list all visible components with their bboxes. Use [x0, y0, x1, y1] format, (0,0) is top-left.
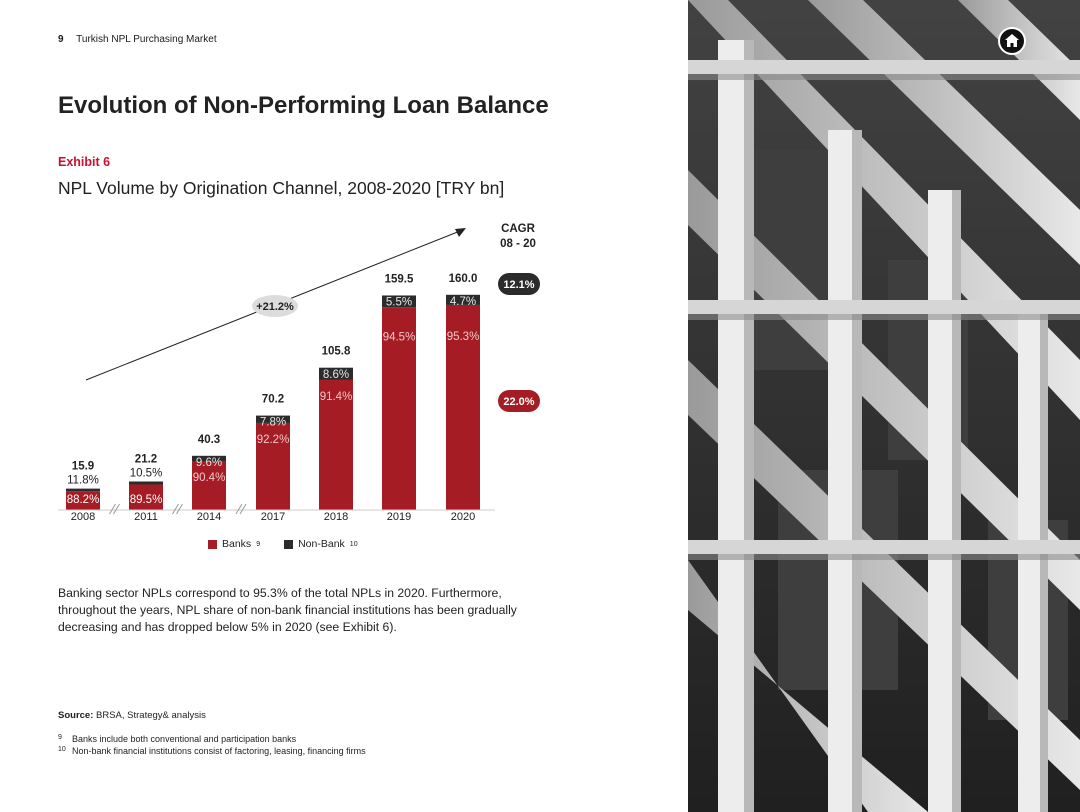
legend-footnote-banks: 9	[256, 540, 261, 548]
total-label-2018: 105.8	[322, 346, 351, 358]
npl-bar-chart: 88.2% 11.8% 15.9 2008 89.5% 10.5% 21.2 2011 90.4…	[58, 223, 540, 523]
data-label-banks-2018: 91.4%	[320, 391, 353, 403]
total-label-2011: 21.2	[135, 453, 157, 465]
footnote-number: 10	[58, 746, 66, 753]
data-label-banks-2017: 92.2%	[257, 434, 290, 446]
x-tick-2014: 2014	[197, 511, 221, 523]
cagr-badge-label: 12.1%	[503, 279, 534, 291]
data-label-banks-2020: 95.3%	[447, 331, 480, 343]
total-label-2017: 70.2	[262, 394, 284, 406]
bar-non-bank-2020	[446, 294, 480, 305]
bar-banks-2014	[192, 461, 226, 510]
bar-non-bank-2008	[66, 488, 100, 492]
bar-non-bank-2017	[256, 415, 290, 423]
bar-banks-2019	[382, 307, 416, 510]
bar-non-bank-2011	[129, 481, 163, 485]
body-paragraph: Banking sector NPLs correspond to 95.3% …	[58, 586, 517, 634]
bar-non-bank-2014	[192, 455, 226, 462]
cagr-header: 08 - 20	[500, 238, 536, 250]
data-label-non-bank-2020: 4.7%	[450, 296, 476, 308]
bar-non-bank-2018	[319, 367, 353, 380]
page-title: Evolution of Non-Performing Loan Balance	[58, 92, 549, 119]
data-label-banks-2008: 88.2%	[67, 494, 100, 506]
legend-label-banks: Banks	[222, 538, 252, 550]
x-tick-2019: 2019	[387, 511, 411, 523]
cagr-badge-label: 22.0%	[503, 396, 534, 408]
x-tick-2017: 2017	[261, 511, 285, 523]
data-label-banks-2019: 94.5%	[383, 331, 416, 343]
source-line: Source: BRSA, Strategy& analysis	[58, 710, 206, 721]
data-label-non-bank-2011: 10.5%	[130, 467, 163, 479]
axis-break-mark	[235, 503, 243, 515]
footnote-9: 9 Banks include both conventional and pa…	[58, 734, 296, 744]
data-label-non-bank-2018: 8.6%	[323, 369, 349, 381]
data-label-non-bank-2014: 9.6%	[196, 457, 222, 469]
data-label-non-bank-2019: 5.5%	[386, 296, 412, 308]
legend-item-banks: Banks 9	[208, 538, 260, 550]
data-label-non-bank-2017: 7.8%	[260, 417, 286, 429]
legend-label-non-bank: Non-Bank	[298, 538, 345, 550]
exhibit-label: Exhibit 6	[58, 155, 111, 169]
data-label-non-bank-2008: 11.8%	[67, 475, 99, 487]
axis-break-mark	[176, 503, 183, 515]
bar-banks-2011	[129, 484, 163, 510]
footnote-text: Banks include both conventional and part…	[72, 734, 297, 744]
footnote-10: 10 Non-bank financial institutions consi…	[58, 746, 366, 756]
trend-arrow-head	[455, 228, 466, 237]
bar-banks-2008	[66, 491, 100, 510]
architecture-photo	[688, 0, 1080, 812]
x-tick-2011: 2011	[134, 511, 158, 523]
building-lattice-image	[688, 0, 1080, 812]
cagr-badge	[498, 273, 540, 295]
home-button[interactable]	[998, 27, 1026, 55]
running-title: Turkish NPL Purchasing Market	[76, 34, 217, 45]
bar-banks-2017	[256, 422, 290, 510]
chart-legend: Banks 9 Non-Bank 10	[208, 538, 358, 550]
x-tick-2020: 2020	[451, 511, 475, 523]
x-tick-2018: 2018	[324, 511, 348, 523]
chart-title: NPL Volume by Origination Channel, 2008-…	[58, 178, 505, 198]
axis-break-mark	[113, 503, 120, 515]
footnote-text: Non-bank financial institutions consist …	[72, 746, 366, 756]
total-label-2019: 159.5	[385, 273, 414, 285]
axis-break-mark	[109, 503, 116, 515]
axis-break-mark	[239, 503, 247, 515]
trend-label-pill	[252, 295, 298, 317]
source-text: BRSA, Strategy& analysis	[93, 710, 206, 721]
bar-banks-2020	[446, 304, 480, 510]
total-label-2008: 15.9	[72, 461, 94, 473]
bar-non-bank-2019	[382, 295, 416, 308]
total-label-2020: 160.0	[449, 273, 478, 285]
x-tick-2008: 2008	[71, 511, 95, 523]
page-number: 9	[58, 34, 64, 45]
source-label: Source:	[58, 710, 94, 721]
data-label-banks-2011: 89.5%	[130, 494, 163, 506]
bar-banks-2018	[319, 379, 353, 510]
legend-swatch-non-bank	[284, 539, 294, 549]
cagr-header: CAGR	[501, 223, 536, 235]
content-panel: 9 Turkish NPL Purchasing Market Evolutio…	[58, 34, 549, 756]
legend-swatch-banks	[208, 539, 217, 549]
page-header: 9 Turkish NPL Purchasing Market	[58, 34, 217, 45]
footnote-number: 9	[58, 734, 62, 741]
legend-footnote-non-bank: 10	[349, 540, 358, 548]
data-label-banks-2014: 90.4%	[193, 472, 226, 484]
home-icon	[1005, 34, 1019, 47]
total-label-2014: 40.3	[198, 434, 220, 446]
cagr-badge	[498, 390, 540, 412]
legend-item-non-bank: Non-Bank 10	[284, 538, 358, 550]
axis-break-mark	[172, 503, 179, 515]
trend-label: +21.2%	[256, 301, 294, 313]
